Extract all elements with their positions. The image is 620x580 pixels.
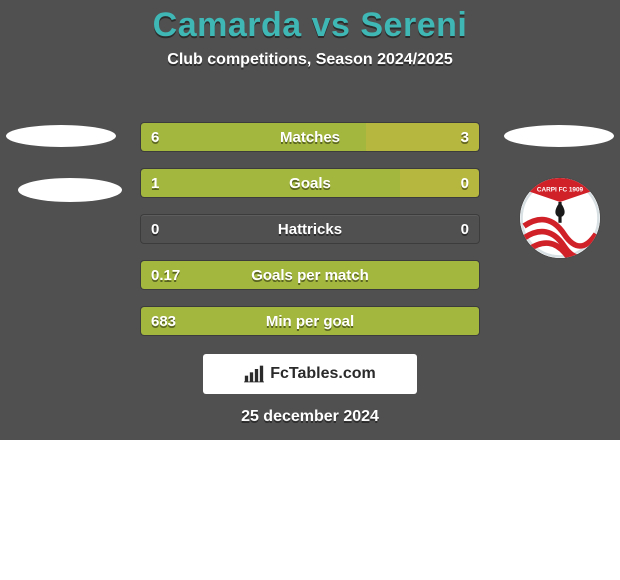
bar-metric-label: Goals per match — [141, 261, 479, 289]
brand-link[interactable]: FcTables.com — [203, 354, 417, 394]
bar-value-right: 0 — [451, 215, 479, 243]
team-logo-right: CARPI FC 1909 — [520, 178, 600, 258]
placeholder-ellipse — [504, 125, 614, 147]
bar-metric-label: Matches — [141, 123, 479, 151]
bar-metric-label: Goals — [141, 169, 479, 197]
stat-bar: 1Goals0 — [140, 168, 480, 198]
page-subtitle: Club competitions, Season 2024/2025 — [0, 51, 620, 69]
stat-bar: 6Matches3 — [140, 122, 480, 152]
stat-bar: 683Min per goal — [140, 306, 480, 336]
brand-text: FcTables.com — [270, 365, 376, 383]
bar-value-right: 3 — [451, 123, 479, 151]
date-text: 25 december 2024 — [0, 408, 620, 426]
comparison-card: Camarda vs Sereni Club competitions, Sea… — [0, 0, 620, 440]
stat-bar: 0Hattricks0 — [140, 214, 480, 244]
bars-column: 6Matches31Goals00Hattricks00.17Goals per… — [140, 122, 480, 352]
bar-chart-icon — [244, 365, 264, 383]
bar-metric-label: Min per goal — [141, 307, 479, 335]
stat-bar: 0.17Goals per match — [140, 260, 480, 290]
logo-banner-text: CARPI FC 1909 — [537, 187, 584, 194]
bar-value-right: 0 — [451, 169, 479, 197]
placeholder-ellipse — [6, 125, 116, 147]
page-title: Camarda vs Sereni — [0, 6, 620, 45]
bar-metric-label: Hattricks — [141, 215, 479, 243]
placeholder-ellipse — [18, 178, 122, 202]
carpi-logo-icon: CARPI FC 1909 — [520, 178, 600, 258]
